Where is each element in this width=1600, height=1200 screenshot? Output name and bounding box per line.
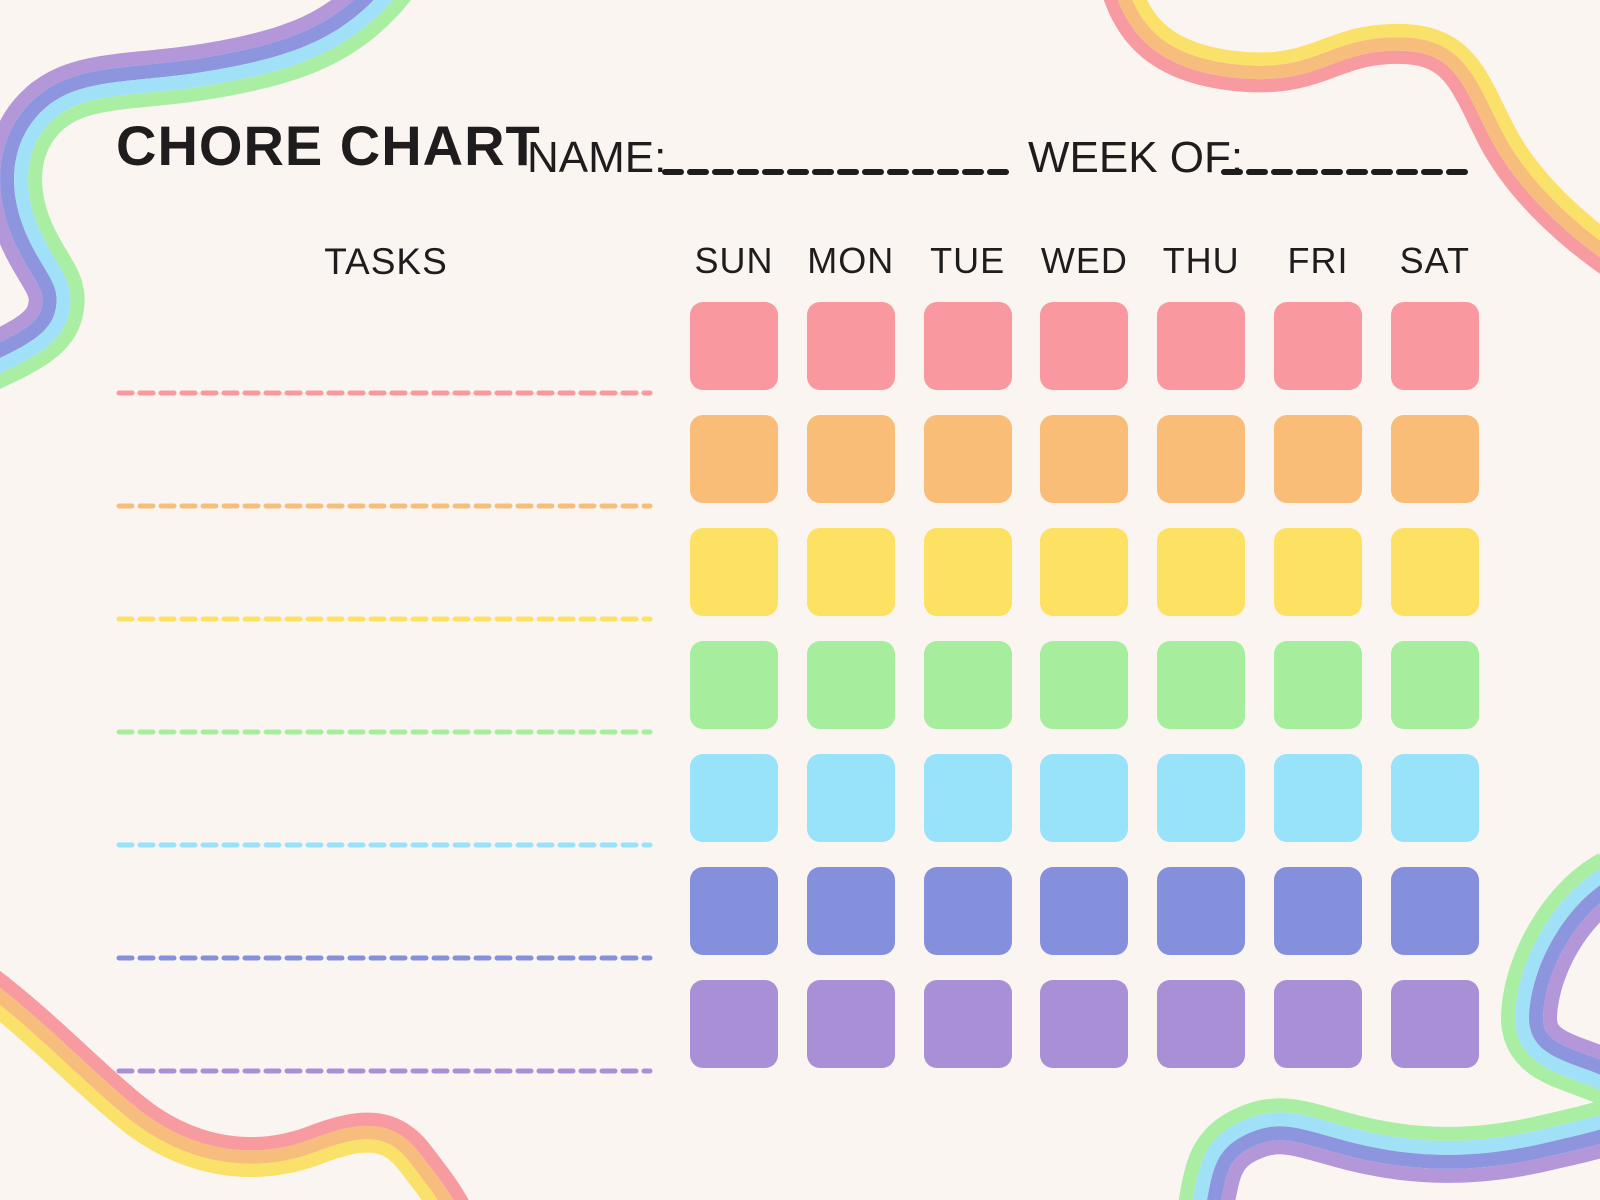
check-cell-row4-sat[interactable] — [1390, 641, 1479, 729]
check-cell-row6-mon[interactable] — [806, 867, 895, 955]
day-header-mon: MON — [807, 240, 895, 281]
check-cell-row3-fri[interactable] — [1274, 528, 1362, 616]
check-cell-row4-sun[interactable] — [690, 641, 778, 729]
check-cell-row1-thu[interactable] — [1157, 302, 1246, 390]
check-cell-row4-thu[interactable] — [1157, 641, 1246, 729]
check-cell-row7-mon[interactable] — [806, 980, 895, 1068]
check-cell-row4-fri[interactable] — [1274, 641, 1362, 729]
check-cell-row6-tue[interactable] — [923, 867, 1012, 955]
check-cell-row3-sat[interactable] — [1390, 528, 1479, 616]
check-cell-row5-mon[interactable] — [806, 754, 895, 842]
check-cell-row5-tue[interactable] — [923, 754, 1012, 842]
check-cell-row2-mon[interactable] — [806, 415, 895, 503]
check-cell-row7-tue[interactable] — [923, 980, 1012, 1068]
check-cell-row2-tue[interactable] — [923, 415, 1012, 503]
check-cell-row5-thu[interactable] — [1157, 754, 1246, 842]
check-cell-row2-sun[interactable] — [690, 415, 778, 503]
check-cell-row5-sun[interactable] — [690, 754, 778, 842]
name-label: NAME: — [527, 133, 667, 182]
check-cell-row1-mon[interactable] — [806, 302, 895, 390]
check-cell-row4-tue[interactable] — [923, 641, 1012, 729]
check-cell-row4-wed[interactable] — [1040, 641, 1129, 729]
check-cell-row2-wed[interactable] — [1040, 415, 1129, 503]
check-cell-row1-sun[interactable] — [690, 302, 778, 390]
check-cell-row5-fri[interactable] — [1274, 754, 1362, 842]
check-cell-row3-tue[interactable] — [923, 528, 1012, 616]
check-cell-row3-wed[interactable] — [1040, 528, 1129, 616]
check-cell-row3-sun[interactable] — [690, 528, 778, 616]
check-cell-row2-sat[interactable] — [1390, 415, 1479, 503]
check-cell-row6-wed[interactable] — [1040, 867, 1129, 955]
check-cell-row7-sun[interactable] — [690, 980, 778, 1068]
check-cell-row1-fri[interactable] — [1274, 302, 1362, 390]
check-cell-row4-mon[interactable] — [806, 641, 895, 729]
check-cell-row2-thu[interactable] — [1157, 415, 1246, 503]
check-cell-row5-sat[interactable] — [1390, 754, 1479, 842]
day-header-tue: TUE — [930, 240, 1006, 281]
check-cell-row3-mon[interactable] — [806, 528, 895, 616]
check-cell-row1-wed[interactable] — [1040, 302, 1129, 390]
check-cell-row6-sun[interactable] — [690, 867, 778, 955]
check-cell-row1-sat[interactable] — [1390, 302, 1479, 390]
check-cell-row3-thu[interactable] — [1157, 528, 1246, 616]
check-cell-row5-wed[interactable] — [1040, 754, 1129, 842]
check-cell-row1-tue[interactable] — [923, 302, 1012, 390]
check-cell-row7-wed[interactable] — [1040, 980, 1129, 1068]
day-header-sun: SUN — [694, 240, 774, 281]
check-cell-row2-fri[interactable] — [1274, 415, 1362, 503]
